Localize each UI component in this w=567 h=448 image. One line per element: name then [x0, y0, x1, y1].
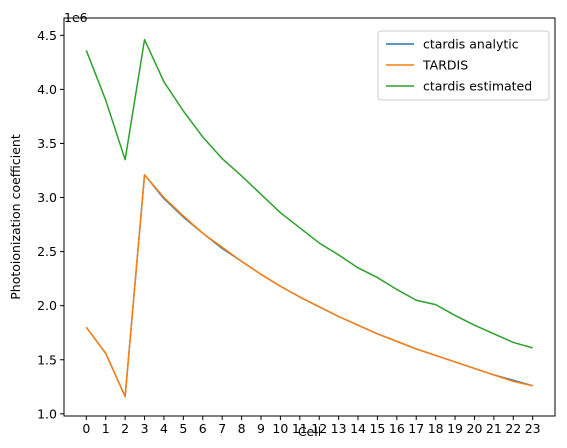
legend-entry-label: TARDIS [422, 58, 468, 73]
y-tick-label: 4.0 [37, 82, 57, 97]
x-tick-label: 16 [389, 421, 405, 436]
x-tick-label: 19 [447, 421, 463, 436]
x-tick-label: 4 [160, 421, 168, 436]
y-tick-label: 1.5 [37, 352, 57, 367]
x-tick-label: 18 [428, 421, 444, 436]
x-tick-label: 17 [408, 421, 424, 436]
y-tick-label: 3.5 [37, 136, 57, 151]
legend: ctardis analytic TARDIS ctardis estimated [378, 31, 549, 100]
y-tick-label: 2.0 [37, 298, 57, 313]
y-tick-label: 2.5 [37, 244, 57, 259]
y-axis-label: Photoionization coefficient [8, 134, 23, 300]
x-tick-label: 13 [331, 421, 347, 436]
x-tick-label: 23 [525, 421, 541, 436]
x-axis-label: Cell [298, 424, 321, 439]
x-tick-label: 14 [350, 421, 366, 436]
x-tick-label: 21 [486, 421, 502, 436]
x-tick-label: 8 [238, 421, 246, 436]
x-tick-label: 15 [369, 421, 385, 436]
x-tick-label: 0 [82, 421, 90, 436]
x-tick-label: 6 [199, 421, 207, 436]
x-tick-label: 1 [102, 421, 110, 436]
legend-entry-label: ctardis estimated [423, 79, 532, 94]
x-tick-label: 9 [257, 421, 265, 436]
x-tick-label: 7 [218, 421, 226, 436]
x-tick-label: 10 [272, 421, 288, 436]
x-tick-label: 2 [121, 421, 129, 436]
x-tick-label: 20 [467, 421, 483, 436]
legend-entry-label: ctardis analytic [423, 37, 519, 52]
y-tick-label: 4.5 [37, 28, 57, 43]
x-tick-label: 22 [505, 421, 521, 436]
y-tick-label: 1.0 [37, 406, 57, 421]
x-tick-label: 3 [141, 421, 149, 436]
x-tick-label: 5 [179, 421, 187, 436]
y-tick-label: 3.0 [37, 190, 57, 205]
